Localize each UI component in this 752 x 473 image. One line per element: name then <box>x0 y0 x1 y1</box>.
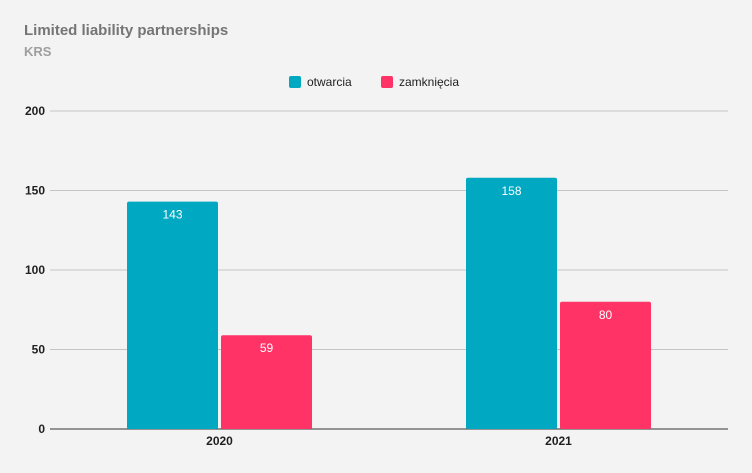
y-tick-label: 50 <box>32 343 46 357</box>
bar <box>466 177 557 429</box>
y-tick-label: 0 <box>38 422 45 436</box>
data-label: 59 <box>260 341 274 355</box>
chart-title: Limited liability partnerships <box>24 22 229 39</box>
data-label: 158 <box>501 184 521 198</box>
bar <box>127 201 218 429</box>
bar <box>560 301 651 429</box>
y-tick-label: 200 <box>25 104 45 118</box>
chart-subtitle: KRS <box>24 44 52 59</box>
x-tick-label: 2020 <box>206 434 233 448</box>
data-label: 143 <box>162 208 182 222</box>
legend-label: zamknięcia <box>399 75 459 89</box>
legend-swatch <box>381 76 393 88</box>
x-tick-label: 2021 <box>545 434 572 448</box>
bar <box>221 335 312 429</box>
legend-swatch <box>289 76 301 88</box>
data-label: 80 <box>599 308 613 322</box>
legend-label: otwarcia <box>307 75 352 89</box>
y-tick-label: 100 <box>25 263 45 277</box>
y-tick-label: 150 <box>25 184 45 198</box>
